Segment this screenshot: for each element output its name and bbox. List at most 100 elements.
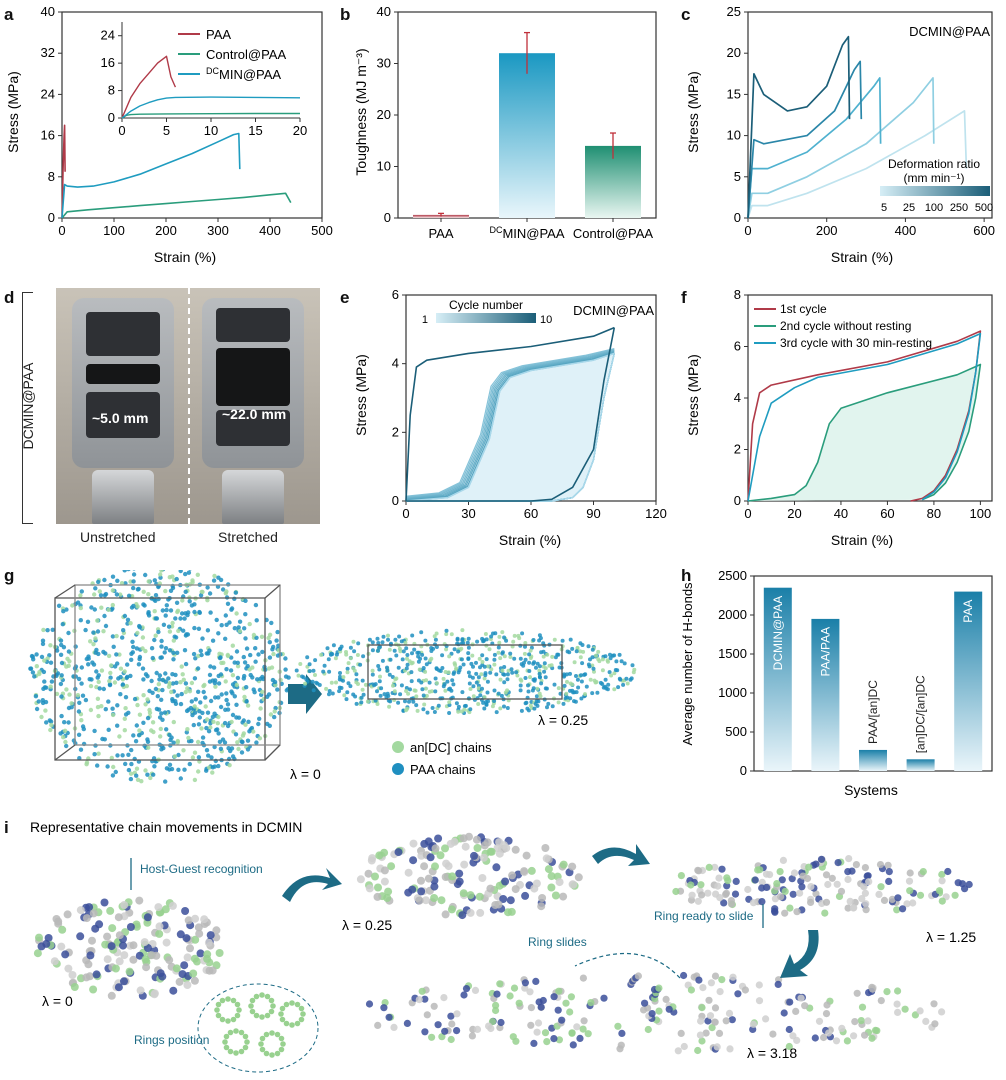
g-right-bead bbox=[485, 664, 490, 669]
g-left-bead bbox=[186, 735, 191, 741]
g-left-bead bbox=[183, 661, 189, 667]
g-right-bead bbox=[337, 677, 342, 682]
a-inset-paa bbox=[121, 55, 177, 119]
g-left-bead bbox=[111, 764, 116, 770]
g-right-bead bbox=[433, 689, 438, 694]
g-left-bead bbox=[162, 710, 168, 715]
g-left-bead bbox=[220, 587, 226, 592]
g-right-bead bbox=[370, 672, 375, 677]
i1-bead bbox=[495, 838, 504, 847]
i0-bead bbox=[103, 955, 112, 964]
g-left-bead bbox=[173, 616, 178, 621]
e-cycle-3-loading bbox=[405, 348, 615, 498]
g-right-bead bbox=[460, 628, 465, 633]
i3-bead bbox=[697, 1017, 705, 1025]
i3-bead bbox=[648, 1010, 656, 1018]
g-left-bead bbox=[251, 632, 257, 638]
g-left-bead bbox=[88, 683, 94, 689]
f-ytick-label: 2 bbox=[734, 442, 741, 457]
g-right-bead bbox=[330, 691, 335, 696]
g-right-bead bbox=[406, 691, 411, 696]
a-series-0 bbox=[61, 124, 66, 219]
g-right-bead bbox=[471, 684, 476, 689]
i0-bead bbox=[115, 931, 124, 940]
g-left-bead bbox=[59, 713, 64, 719]
i3-bead bbox=[453, 1010, 461, 1018]
i-ring-2-bead bbox=[289, 1022, 295, 1028]
g-right-bead bbox=[419, 630, 424, 635]
g-right-bead bbox=[588, 677, 593, 682]
g-right-bead bbox=[388, 657, 393, 662]
g-left-bead bbox=[153, 593, 159, 598]
i3-bead bbox=[568, 1029, 576, 1037]
i0-bead bbox=[88, 936, 96, 945]
g-left-bead bbox=[230, 712, 236, 718]
g-right-bead bbox=[346, 661, 351, 666]
g-left-bead bbox=[224, 697, 229, 703]
g-left-bead bbox=[248, 652, 253, 658]
g-left-bead bbox=[140, 666, 146, 671]
g-left-bead bbox=[44, 720, 49, 725]
g-left-bead bbox=[168, 588, 174, 593]
i2-bead bbox=[799, 872, 807, 880]
g-left-bead bbox=[96, 673, 101, 678]
g-left-bead bbox=[234, 715, 239, 720]
i0-bead bbox=[183, 953, 192, 962]
g-right-bead bbox=[430, 706, 435, 710]
g-right-bead bbox=[481, 638, 486, 643]
g-left-bead bbox=[134, 646, 140, 651]
g-right-bead bbox=[498, 706, 503, 711]
c-ytick-label: 5 bbox=[734, 169, 741, 184]
g-left-bead bbox=[114, 652, 119, 657]
f-xtick-label: 40 bbox=[834, 506, 848, 521]
i2-bead bbox=[756, 866, 764, 874]
g-left-bead bbox=[271, 644, 276, 650]
g-left-bead bbox=[162, 650, 167, 655]
g-left-bead bbox=[218, 704, 224, 710]
g-left-bead bbox=[29, 653, 35, 659]
g-right-bead bbox=[432, 634, 437, 639]
g-left-bead bbox=[173, 635, 179, 640]
g-left-bead bbox=[266, 692, 272, 697]
g-left-bead bbox=[145, 697, 150, 702]
g-right-bead bbox=[546, 701, 551, 706]
g-left-bead bbox=[190, 712, 195, 718]
i1-bead bbox=[434, 834, 443, 843]
i2-bead bbox=[751, 876, 759, 884]
i1-bead bbox=[478, 874, 487, 882]
c-legend-tick-250: 250 bbox=[950, 202, 968, 214]
g-right-bead bbox=[497, 640, 502, 645]
i3-bead bbox=[515, 999, 523, 1007]
g-left-bead bbox=[143, 648, 148, 654]
i1-bead bbox=[421, 896, 430, 905]
i-ring-2-bead bbox=[298, 1016, 305, 1023]
f-xtick-label: 0 bbox=[744, 506, 751, 521]
g-left-bead bbox=[271, 651, 276, 657]
i1-bead bbox=[387, 862, 396, 871]
panel-a-chart: Stress (MPa) Strain (%) 0 100 200 300 400 500… bbox=[5, 4, 333, 265]
g-right-bead bbox=[433, 676, 438, 681]
d-right-gap: ~22.0 mm bbox=[222, 406, 287, 422]
g-right-bead bbox=[466, 645, 471, 650]
g-right-bead bbox=[392, 689, 397, 694]
h-bar-0 bbox=[763, 587, 792, 771]
i3-bead bbox=[471, 986, 480, 994]
i0-bead bbox=[61, 950, 70, 959]
g-left-bead bbox=[143, 768, 148, 773]
i1-bead bbox=[364, 869, 373, 878]
g-right-bead bbox=[614, 659, 619, 664]
i2-bead bbox=[744, 885, 752, 894]
g-left-bead bbox=[108, 663, 114, 668]
g-left-bead bbox=[62, 728, 68, 733]
g-right-bead bbox=[479, 672, 484, 677]
a-ylabel: Stress (MPa) bbox=[5, 71, 21, 153]
g-left-bead bbox=[141, 693, 146, 698]
g-left-bead bbox=[260, 649, 265, 655]
g-left-bead bbox=[219, 623, 224, 628]
g-left-bead bbox=[94, 684, 99, 690]
i0-bead bbox=[119, 941, 127, 950]
i2-bead bbox=[885, 877, 893, 885]
g-left-bead bbox=[272, 714, 277, 720]
i2-bead bbox=[766, 871, 774, 879]
